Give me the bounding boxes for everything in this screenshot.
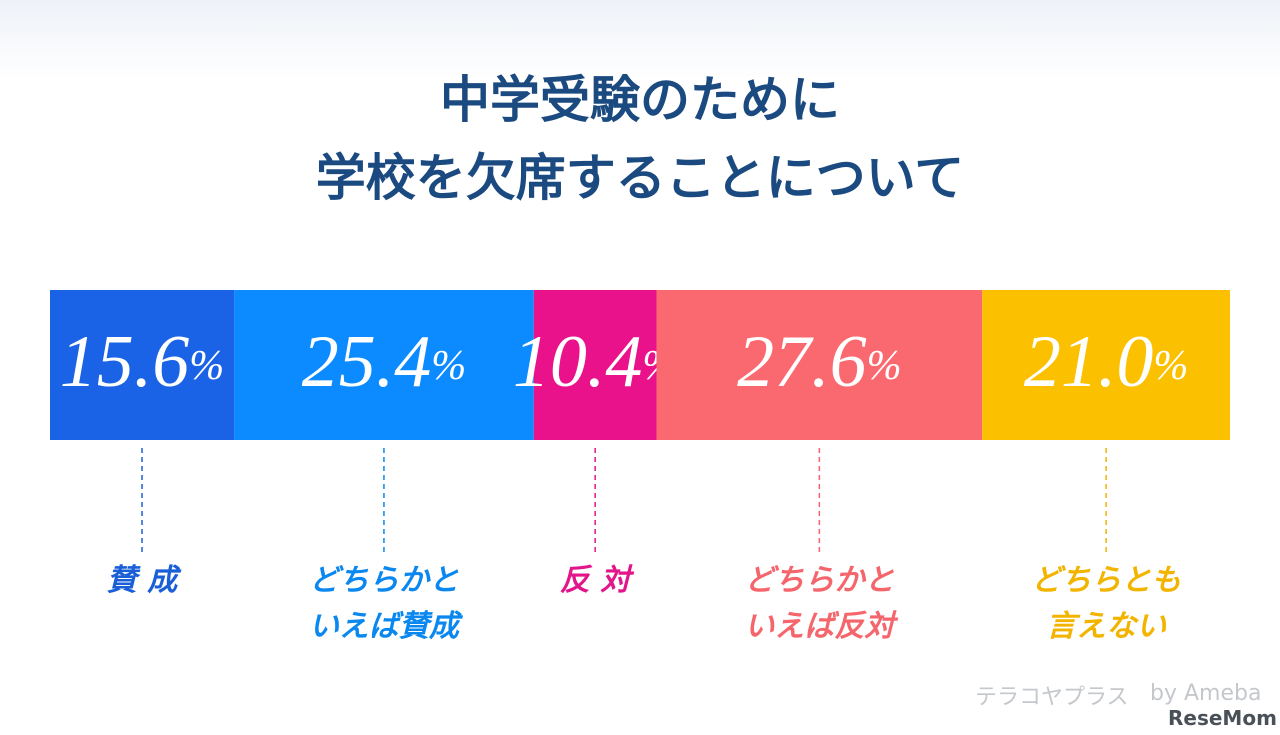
bar-segment <box>982 290 1230 440</box>
value-label: 25.4% <box>302 321 467 403</box>
legend-label: どちらかと いえば賛成 <box>308 563 459 644</box>
legend-label: 賛 成 <box>106 563 178 598</box>
credit: by Ameba <box>1150 681 1261 706</box>
bar-segment <box>533 290 657 440</box>
value-label: 21.0% <box>1024 321 1189 403</box>
legend-label: どちらとも 言えない <box>1031 563 1182 644</box>
chart-title: 学校を欠席することについて <box>316 149 965 207</box>
credit: テラコヤプラス <box>975 685 1129 710</box>
chart-title: 中学受験のために <box>440 71 840 129</box>
bar-segment <box>656 290 983 440</box>
legend-label: 反 対 <box>559 563 631 598</box>
bar-segment <box>234 290 534 440</box>
legend-label: どちらかと いえば反対 <box>744 563 895 644</box>
value-label: 27.6% <box>737 321 902 403</box>
value-label: 15.6% <box>60 321 224 403</box>
credit: ReseMom <box>1168 706 1277 730</box>
bar-segment <box>50 290 235 440</box>
